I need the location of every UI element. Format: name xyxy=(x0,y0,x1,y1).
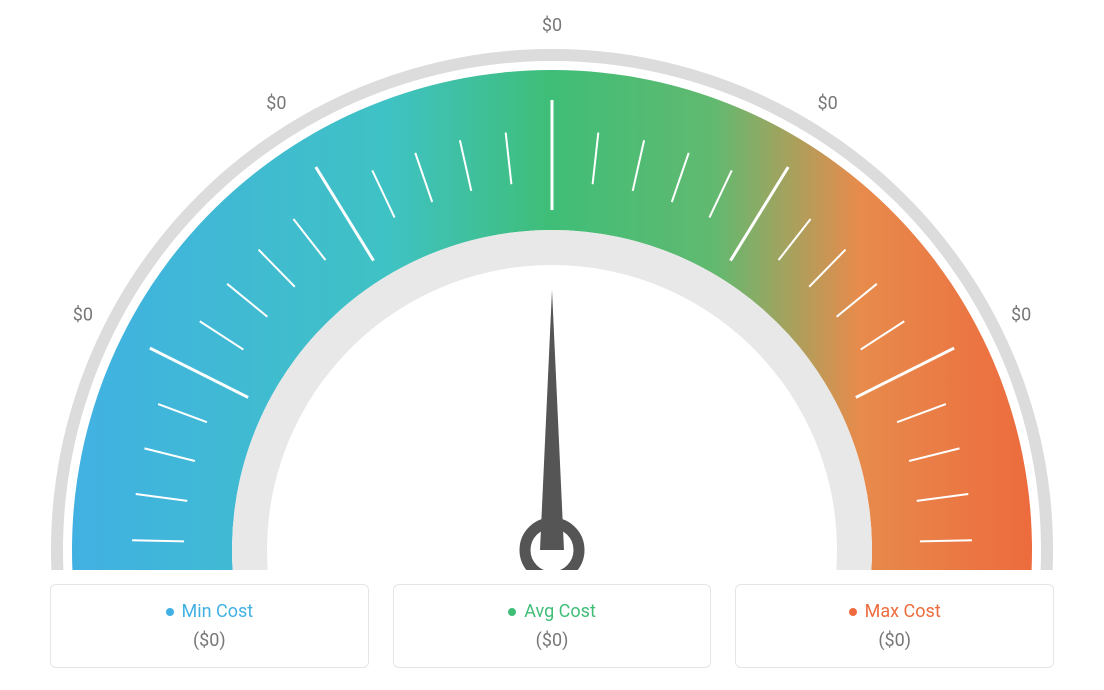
legend-value-max: ($0) xyxy=(756,630,1033,651)
legend-title-min: Min Cost xyxy=(166,601,254,622)
svg-text:$0: $0 xyxy=(817,93,837,114)
svg-text:$0: $0 xyxy=(1011,304,1031,325)
legend-title-max: Max Cost xyxy=(849,601,941,622)
legend-row: Min Cost ($0) Avg Cost ($0) Max Cost ($0… xyxy=(0,584,1104,669)
legend-dot-max xyxy=(849,608,857,616)
legend-label-min: Min Cost xyxy=(182,601,254,622)
legend-dot-min xyxy=(166,608,174,616)
svg-text:$0: $0 xyxy=(542,15,562,36)
svg-text:$0: $0 xyxy=(73,304,93,325)
legend-value-avg: ($0) xyxy=(414,630,691,651)
legend-card-avg: Avg Cost ($0) xyxy=(393,584,712,669)
svg-text:$0: $0 xyxy=(266,93,286,114)
legend-value-min: ($0) xyxy=(71,630,348,651)
legend-label-max: Max Cost xyxy=(865,601,941,622)
legend-label-avg: Avg Cost xyxy=(524,601,596,622)
gauge-chart: $0$0$0$0$0$0$0 xyxy=(2,10,1102,570)
gauge-container: $0$0$0$0$0$0$0 xyxy=(0,0,1104,570)
legend-card-max: Max Cost ($0) xyxy=(735,584,1054,669)
legend-dot-avg xyxy=(508,608,516,616)
legend-card-min: Min Cost ($0) xyxy=(50,584,369,669)
legend-title-avg: Avg Cost xyxy=(508,601,596,622)
